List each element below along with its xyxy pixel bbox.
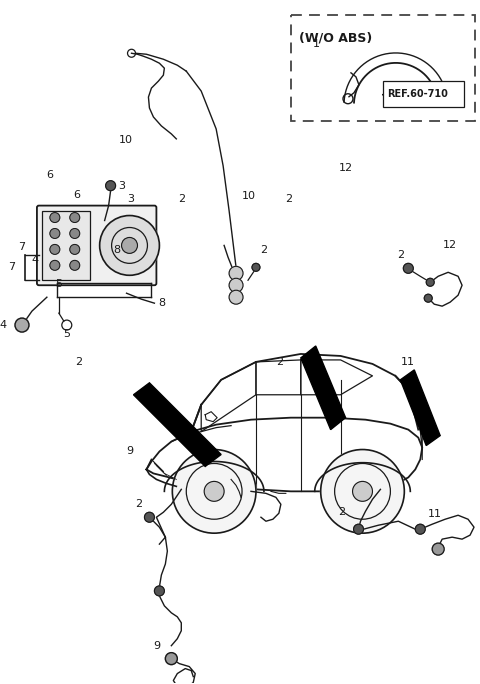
Circle shape <box>155 586 164 596</box>
Text: 7: 7 <box>8 263 15 272</box>
Circle shape <box>424 294 432 302</box>
Text: 2: 2 <box>178 194 185 204</box>
Text: 7: 7 <box>18 241 25 252</box>
Text: 4: 4 <box>31 255 38 265</box>
Circle shape <box>252 263 260 272</box>
Text: 5: 5 <box>63 329 70 339</box>
Text: 4: 4 <box>0 320 7 330</box>
Text: 2: 2 <box>135 499 143 510</box>
Circle shape <box>229 278 243 292</box>
Polygon shape <box>301 346 346 430</box>
Text: 11: 11 <box>428 510 442 519</box>
Polygon shape <box>133 383 221 466</box>
Text: 5: 5 <box>55 279 62 289</box>
Text: 2: 2 <box>75 358 82 367</box>
Circle shape <box>352 482 372 501</box>
Text: REF.60-710: REF.60-710 <box>387 89 448 98</box>
Polygon shape <box>400 370 440 445</box>
Text: 2: 2 <box>260 246 267 255</box>
Text: 6: 6 <box>47 170 53 180</box>
Text: 12: 12 <box>339 163 353 173</box>
Text: 10: 10 <box>242 191 256 200</box>
Text: 1: 1 <box>313 39 320 49</box>
FancyBboxPatch shape <box>37 206 156 285</box>
Circle shape <box>70 213 80 222</box>
Circle shape <box>70 228 80 239</box>
Circle shape <box>50 261 60 270</box>
Circle shape <box>121 237 137 253</box>
Circle shape <box>229 290 243 304</box>
Bar <box>291 15 475 120</box>
Text: 9: 9 <box>127 446 134 456</box>
Text: (W/O ABS): (W/O ABS) <box>299 31 372 44</box>
Circle shape <box>432 543 444 555</box>
Circle shape <box>106 181 116 191</box>
Text: 10: 10 <box>119 135 132 145</box>
Circle shape <box>172 449 256 533</box>
Circle shape <box>354 524 363 534</box>
Text: 2: 2 <box>338 508 346 517</box>
Circle shape <box>70 261 80 270</box>
Circle shape <box>15 318 29 332</box>
Bar <box>42 211 90 280</box>
Text: 11: 11 <box>401 358 415 367</box>
Circle shape <box>403 263 413 274</box>
Circle shape <box>50 213 60 222</box>
Text: 8: 8 <box>113 245 120 255</box>
Text: 12: 12 <box>443 240 457 250</box>
Circle shape <box>426 278 434 286</box>
Circle shape <box>321 449 404 533</box>
Text: 2: 2 <box>397 250 404 261</box>
Text: 3: 3 <box>119 181 126 191</box>
Text: 2: 2 <box>285 194 292 204</box>
Circle shape <box>229 266 243 280</box>
Text: 9: 9 <box>154 641 160 650</box>
Circle shape <box>166 653 177 665</box>
Text: 6: 6 <box>73 189 80 200</box>
Text: 2: 2 <box>276 358 283 367</box>
Circle shape <box>100 215 159 275</box>
Circle shape <box>50 244 60 254</box>
Circle shape <box>70 244 80 254</box>
Bar <box>383 81 464 107</box>
Text: 3: 3 <box>128 194 134 204</box>
Circle shape <box>144 512 155 522</box>
Text: 8: 8 <box>158 298 166 308</box>
Circle shape <box>50 228 60 239</box>
Circle shape <box>204 482 224 501</box>
Circle shape <box>415 524 425 534</box>
